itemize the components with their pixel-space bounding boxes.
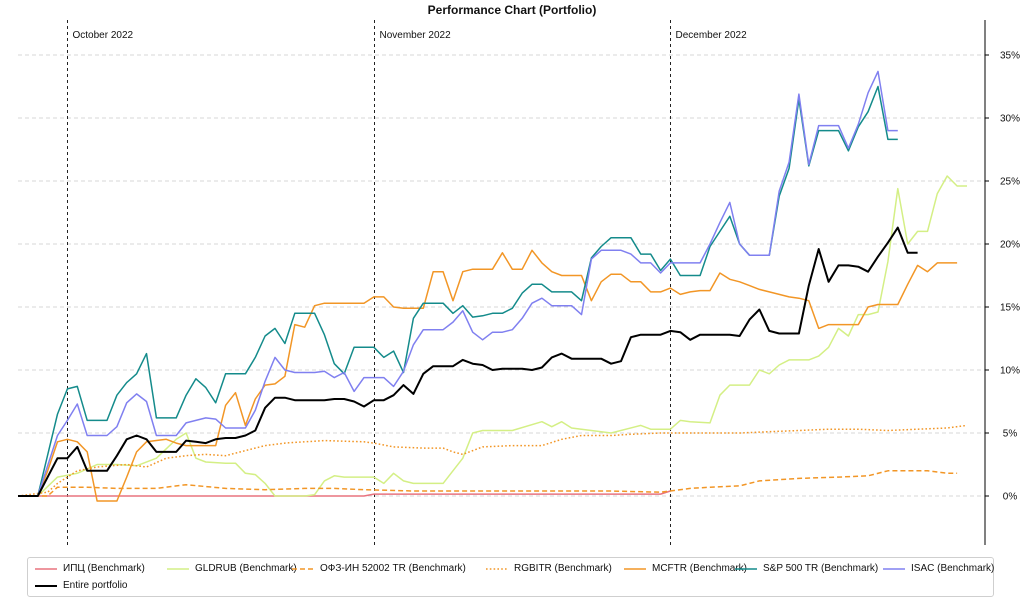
legend-label: MCFTR (Benchmark) [652,563,748,574]
legend-label: GLDRUB (Benchmark) [195,563,297,574]
series-line-isac-benchmark [18,70,898,497]
y-tick-label: 0% [1003,492,1018,503]
legend-swatch [35,585,57,587]
legend-label: ОФЗ-ИН 52002 TR (Benchmark) [320,563,466,574]
y-tick-label: 25% [1000,177,1020,188]
performance-chart: 0% 5% 10% 15% 20% 25% 30% 35% October 2022 Novemb… [17,20,1020,545]
legend-label: ИПЦ (Benchmark) [63,563,145,574]
series-line-entire-portfolio [18,226,918,497]
series-line-rgbitr-benchmark [17,424,968,497]
y-tick-label: 15% [1000,303,1020,314]
legend-label: S&P 500 TR (Benchmark) [763,563,879,574]
legend-swatch [35,568,57,570]
legend-swatch [167,568,189,570]
y-tick-label: 20% [1000,240,1020,251]
y-tick-label: 35% [1000,51,1020,62]
series-line-52002-tr-benchmark [18,470,958,497]
y-tick-label: 5% [1003,429,1018,440]
month-marker-label: October 2022 [73,30,134,41]
chart-title: Performance Chart (Portfolio) [427,3,597,17]
legend-swatch [624,568,646,570]
month-marker-label: November 2022 [380,30,452,41]
series-line-benchmark [18,490,671,497]
series-line-gldrub-benchmark [18,175,967,497]
y-tick-label: 30% [1000,114,1020,125]
legend-label: Entire portfolio [63,580,128,591]
legend-swatch [292,568,314,570]
legend-swatch [486,568,508,570]
month-marker-label: December 2022 [676,30,748,41]
legend-label: RGBITR (Benchmark) [514,563,612,574]
legend: ИПЦ (Benchmark) GLDRUB (Benchmark) ОФЗ-ИН … [27,557,994,597]
legend-swatch [883,568,905,570]
legend-label: ISAC (Benchmark) [911,563,995,574]
legend-swatch [735,568,757,570]
y-tick-label: 10% [1000,366,1020,377]
series-line-mcftr-benchmark [18,249,958,502]
